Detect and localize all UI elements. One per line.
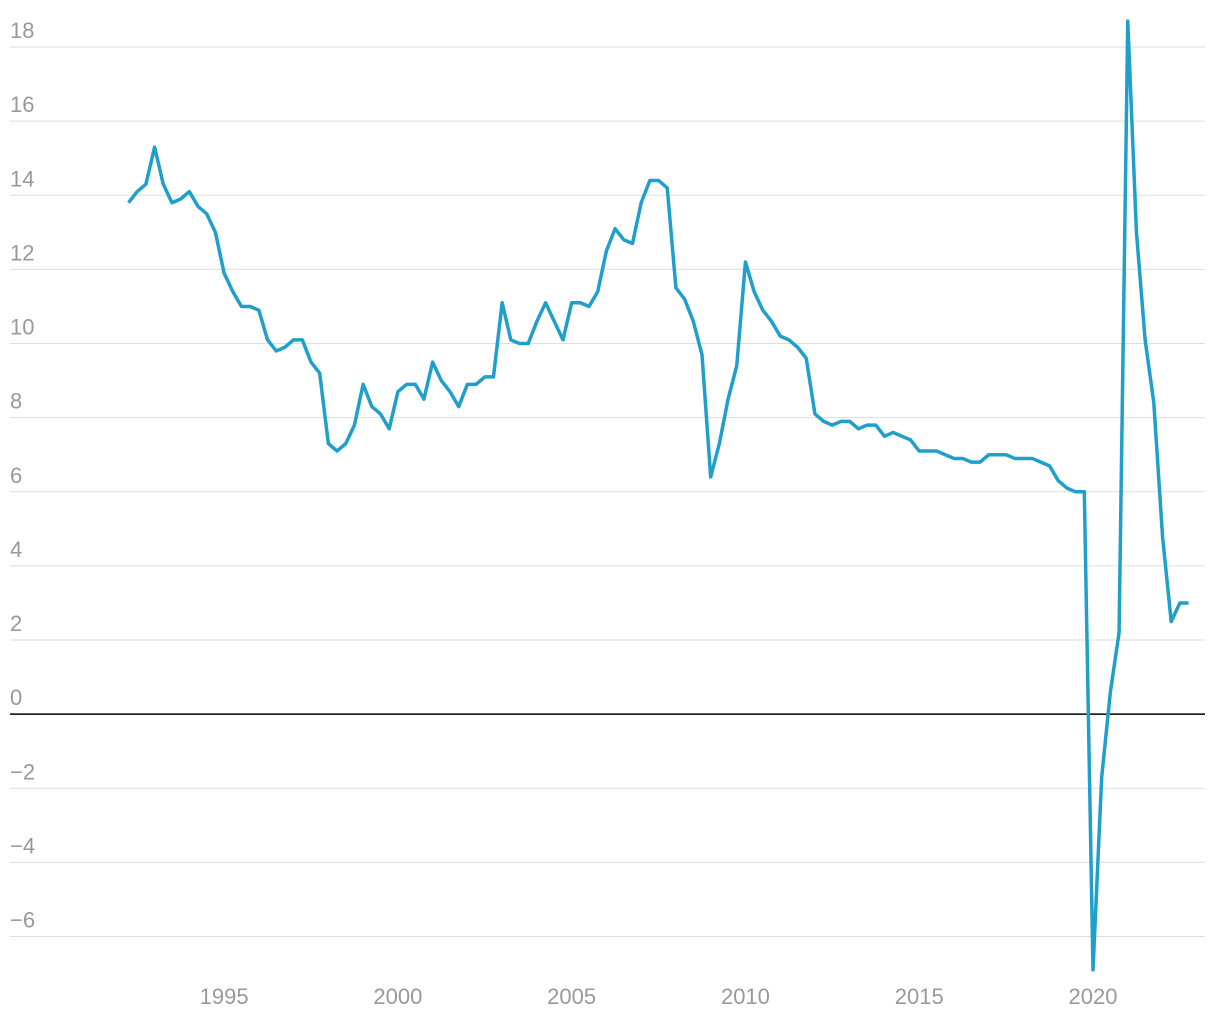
y-tick-label: −4 — [10, 833, 35, 858]
y-tick-label: −6 — [10, 908, 35, 933]
y-tick-label: 0 — [10, 685, 22, 710]
y-tick-label: 6 — [10, 463, 22, 488]
data-line — [127, 19, 1189, 972]
y-tick-label: 4 — [10, 537, 22, 562]
y-tick-label: −2 — [10, 759, 35, 784]
y-tick-label: 12 — [10, 240, 34, 265]
y-tick-label: 8 — [10, 389, 22, 414]
y-tick-label: 10 — [10, 315, 34, 340]
x-tick-label: 2020 — [1069, 984, 1118, 1009]
x-tick-label: 2000 — [373, 984, 422, 1009]
x-tick-label: 2015 — [895, 984, 944, 1009]
x-tick-label: 2010 — [721, 984, 770, 1009]
y-tick-label: 14 — [10, 166, 34, 191]
x-tick-label: 2005 — [547, 984, 596, 1009]
y-tick-label: 16 — [10, 92, 34, 117]
y-tick-label: 2 — [10, 611, 22, 636]
y-tick-label: 18 — [10, 18, 34, 43]
x-tick-label: 1995 — [200, 984, 249, 1009]
